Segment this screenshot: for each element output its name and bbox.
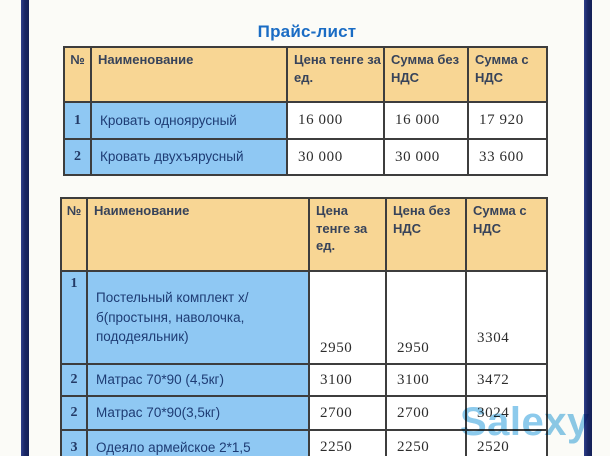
item-unit-price: 2700	[308, 395, 387, 431]
item-price-without-vat: 2700	[385, 395, 467, 431]
item-unit-price: 16 000	[286, 101, 385, 140]
item-sum-with-vat: 3472	[465, 363, 548, 397]
item-price-without-vat: 3100	[385, 363, 467, 397]
right-frame-bar	[584, 0, 592, 456]
table2-header-row: № Наименование Цена тенге за ед. Цена бе…	[60, 197, 548, 272]
table2-col-number: №	[60, 197, 88, 272]
item-sum-with-vat: 3024	[465, 395, 548, 431]
table-row: 2 Матрас 70*90 (4,5кг) 3100 3100 3472	[60, 363, 548, 397]
row-number: 2	[60, 395, 88, 431]
row-number: 2	[63, 138, 92, 176]
row-number: 1	[60, 270, 88, 365]
table1-col-number: №	[63, 46, 92, 103]
table-row: 1 Постельный комплект х/б(простыня, наво…	[60, 270, 548, 365]
table1-col-sum-with-vat: Сумма с НДС	[467, 46, 548, 103]
table1-col-sum-without-vat: Сумма без НДС	[383, 46, 469, 103]
item-sum-without-vat: 30 000	[383, 138, 469, 176]
price-table-beds: № Наименование Цена тенге за ед. Сумма б…	[63, 46, 548, 176]
item-sum-without-vat: 16 000	[383, 101, 469, 140]
item-name: Матрас 70*90 (4,5кг)	[86, 363, 310, 397]
item-unit-price: 2950	[308, 270, 387, 365]
item-name: Постельный комплект х/б(простыня, наволо…	[86, 270, 310, 365]
table1-col-name: Наименование	[90, 46, 288, 103]
table-row: 2 Матрас 70*90(3,5кг) 2700 2700 3024	[60, 395, 548, 431]
table-row: 2 Кровать двухъярусный 30 000 30 000 33 …	[63, 138, 548, 176]
item-sum-with-vat: 17 920	[467, 101, 548, 140]
left-frame-bar	[21, 0, 29, 456]
table2-col-unit-price: Цена тенге за ед.	[308, 197, 387, 272]
row-number: 1	[63, 101, 92, 140]
table1-header-row: № Наименование Цена тенге за ед. Сумма б…	[63, 46, 548, 103]
item-price-without-vat: 2950	[385, 270, 467, 365]
item-name: Одеяло армейское 2*1,5	[86, 429, 310, 456]
item-unit-price: 3100	[308, 363, 387, 397]
table1-col-unit-price: Цена тенге за ед.	[286, 46, 385, 103]
table2-col-price-without-vat: Цена без НДС	[385, 197, 467, 272]
item-unit-price: 2250	[308, 429, 387, 456]
row-number: 3	[60, 429, 88, 456]
row-number: 2	[60, 363, 88, 397]
table-row: 1 Кровать одноярусный 16 000 16 000 17 9…	[63, 101, 548, 140]
watermark-salexy: Salexy	[460, 400, 590, 444]
page-title: Прайс-лист	[257, 22, 357, 41]
item-sum-with-vat: 2520	[465, 429, 548, 456]
table-row: 3 Одеяло армейское 2*1,5 2250 2250 2520	[60, 429, 548, 456]
item-sum-with-vat: 3304	[465, 270, 548, 365]
price-table-bedding: № Наименование Цена тенге за ед. Цена бе…	[60, 197, 548, 456]
item-sum-with-vat: 33 600	[467, 138, 548, 176]
table2-col-name: Наименование	[86, 197, 310, 272]
table2-col-sum-with-vat: Сумма с НДС	[465, 197, 548, 272]
item-unit-price: 30 000	[286, 138, 385, 176]
item-price-without-vat: 2250	[385, 429, 467, 456]
item-name: Кровать одноярусный	[90, 101, 288, 140]
item-name: Кровать двухъярусный	[90, 138, 288, 176]
item-name: Матрас 70*90(3,5кг)	[86, 395, 310, 431]
